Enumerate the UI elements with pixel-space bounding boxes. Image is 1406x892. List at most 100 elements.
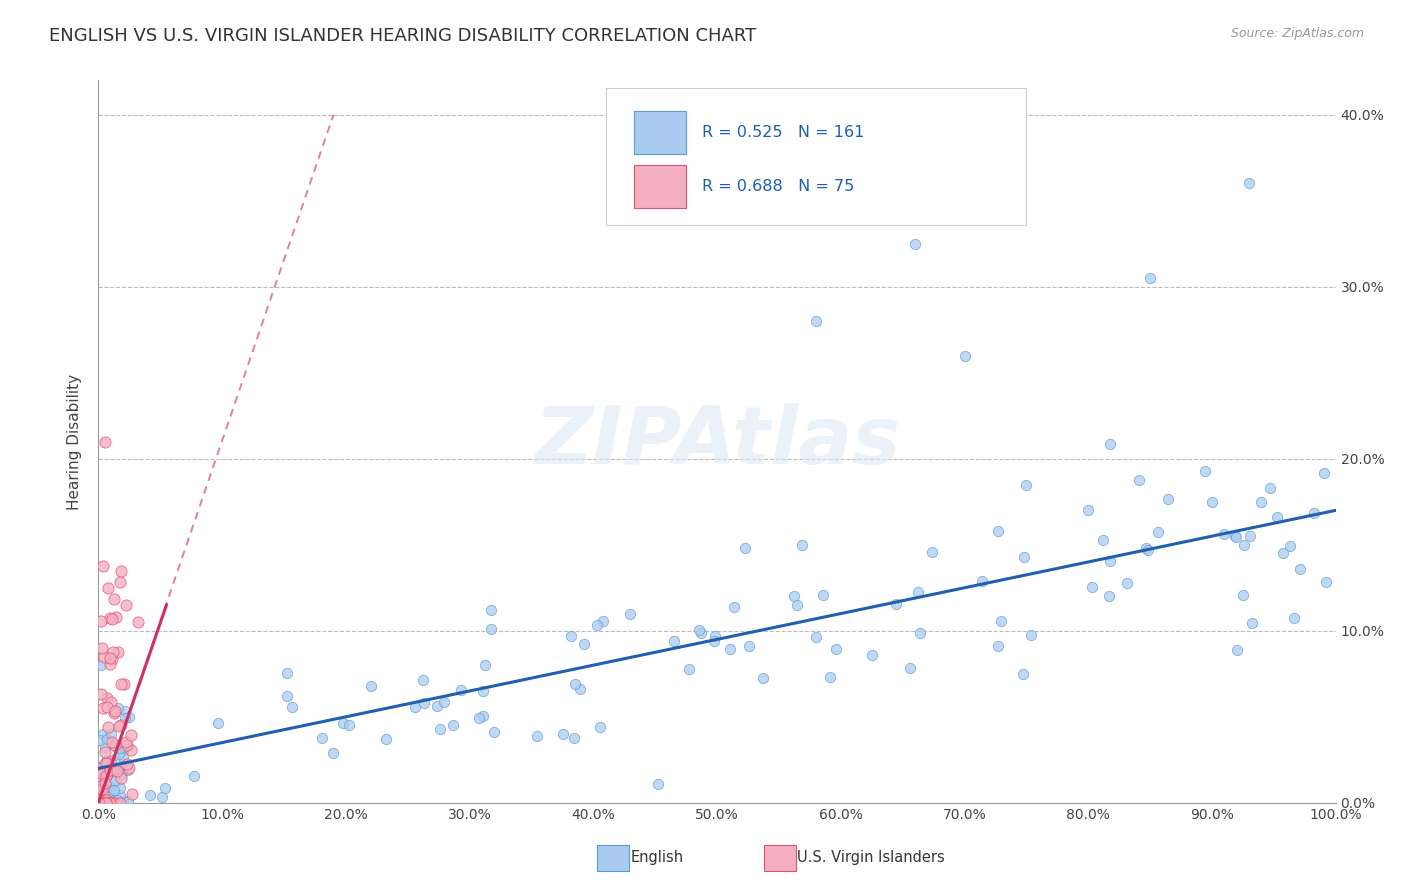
Point [818, 670, 841, 684]
Point [104, 738, 127, 752]
Point [1098, 554, 1121, 568]
Point [413, 696, 436, 710]
Point [860, 648, 883, 662]
Point [678, 663, 700, 677]
Point [94, 794, 117, 808]
Point [117, 794, 139, 808]
Point [94, 796, 117, 810]
Point [127, 615, 149, 630]
Point [433, 695, 456, 709]
Point [96, 699, 118, 714]
Point [96, 691, 118, 706]
Point [332, 716, 354, 731]
Point [90, 767, 112, 781]
Point [1232, 589, 1254, 603]
Point [751, 671, 773, 685]
Point [337, 718, 360, 732]
Point [93, 740, 115, 755]
Point [723, 599, 745, 614]
Point [115, 757, 138, 772]
Point [1098, 589, 1121, 603]
Point [118, 761, 141, 775]
Point [574, 637, 596, 651]
Point [311, 731, 333, 745]
Point [89, 773, 111, 788]
Point [586, 618, 609, 632]
Point [1201, 495, 1223, 509]
Point [94, 745, 117, 759]
Point [101, 762, 124, 776]
Point [1241, 615, 1264, 630]
Point [94, 792, 117, 806]
Point [87, 773, 110, 788]
Point [89, 796, 111, 810]
FancyBboxPatch shape [606, 87, 1026, 225]
Point [108, 719, 131, 733]
Point [93, 650, 115, 665]
Point [96, 792, 118, 806]
Point [90, 614, 112, 628]
Point [91, 796, 114, 810]
Text: ENGLISH VS U.S. VIRGIN ISLANDER HEARING DISABILITY CORRELATION CHART: ENGLISH VS U.S. VIRGIN ISLANDER HEARING … [49, 27, 756, 45]
Point [93, 756, 115, 771]
Point [110, 771, 132, 785]
Point [121, 787, 143, 801]
Point [150, 790, 173, 805]
Point [105, 792, 128, 806]
Point [1313, 466, 1336, 480]
Point [108, 780, 131, 795]
Point [98, 796, 121, 810]
Point [562, 731, 585, 746]
Point [474, 658, 496, 673]
Point [96, 756, 118, 770]
Point [479, 622, 502, 636]
Point [90, 658, 112, 673]
Point [98, 611, 121, 625]
Point [112, 794, 135, 808]
Point [111, 766, 134, 780]
Point [1258, 481, 1281, 495]
Point [103, 706, 125, 720]
Point [1233, 538, 1256, 552]
Point [110, 718, 132, 732]
Point [115, 738, 138, 752]
Point [526, 730, 548, 744]
Point [96, 794, 118, 808]
Point [1136, 543, 1159, 558]
Point [98, 796, 121, 810]
Text: R = 0.688   N = 75: R = 0.688 N = 75 [702, 179, 855, 194]
Point [91, 727, 114, 741]
Point [139, 789, 162, 803]
Point [662, 634, 685, 648]
Point [87, 792, 110, 806]
Point [690, 625, 713, 640]
Point [90, 781, 112, 796]
Point [647, 777, 669, 791]
Point [103, 591, 125, 606]
Point [96, 796, 118, 810]
Point [96, 769, 118, 783]
Point [96, 796, 118, 810]
Point [107, 701, 129, 715]
Point [98, 796, 121, 810]
Point [91, 796, 114, 810]
Point [207, 715, 229, 730]
Point [1092, 533, 1115, 548]
Point [91, 776, 114, 790]
Point [155, 781, 177, 796]
Point [104, 772, 127, 787]
Point [990, 614, 1012, 628]
Point [1278, 540, 1301, 554]
Point [96, 788, 118, 802]
Point [94, 792, 117, 806]
Point [472, 709, 495, 723]
Point [703, 629, 725, 643]
Point [103, 796, 125, 810]
Point [412, 673, 434, 687]
Point [97, 784, 120, 798]
Point [792, 538, 814, 552]
Point [482, 724, 505, 739]
Point [734, 541, 756, 556]
Point [96, 756, 118, 771]
Point [87, 772, 110, 786]
